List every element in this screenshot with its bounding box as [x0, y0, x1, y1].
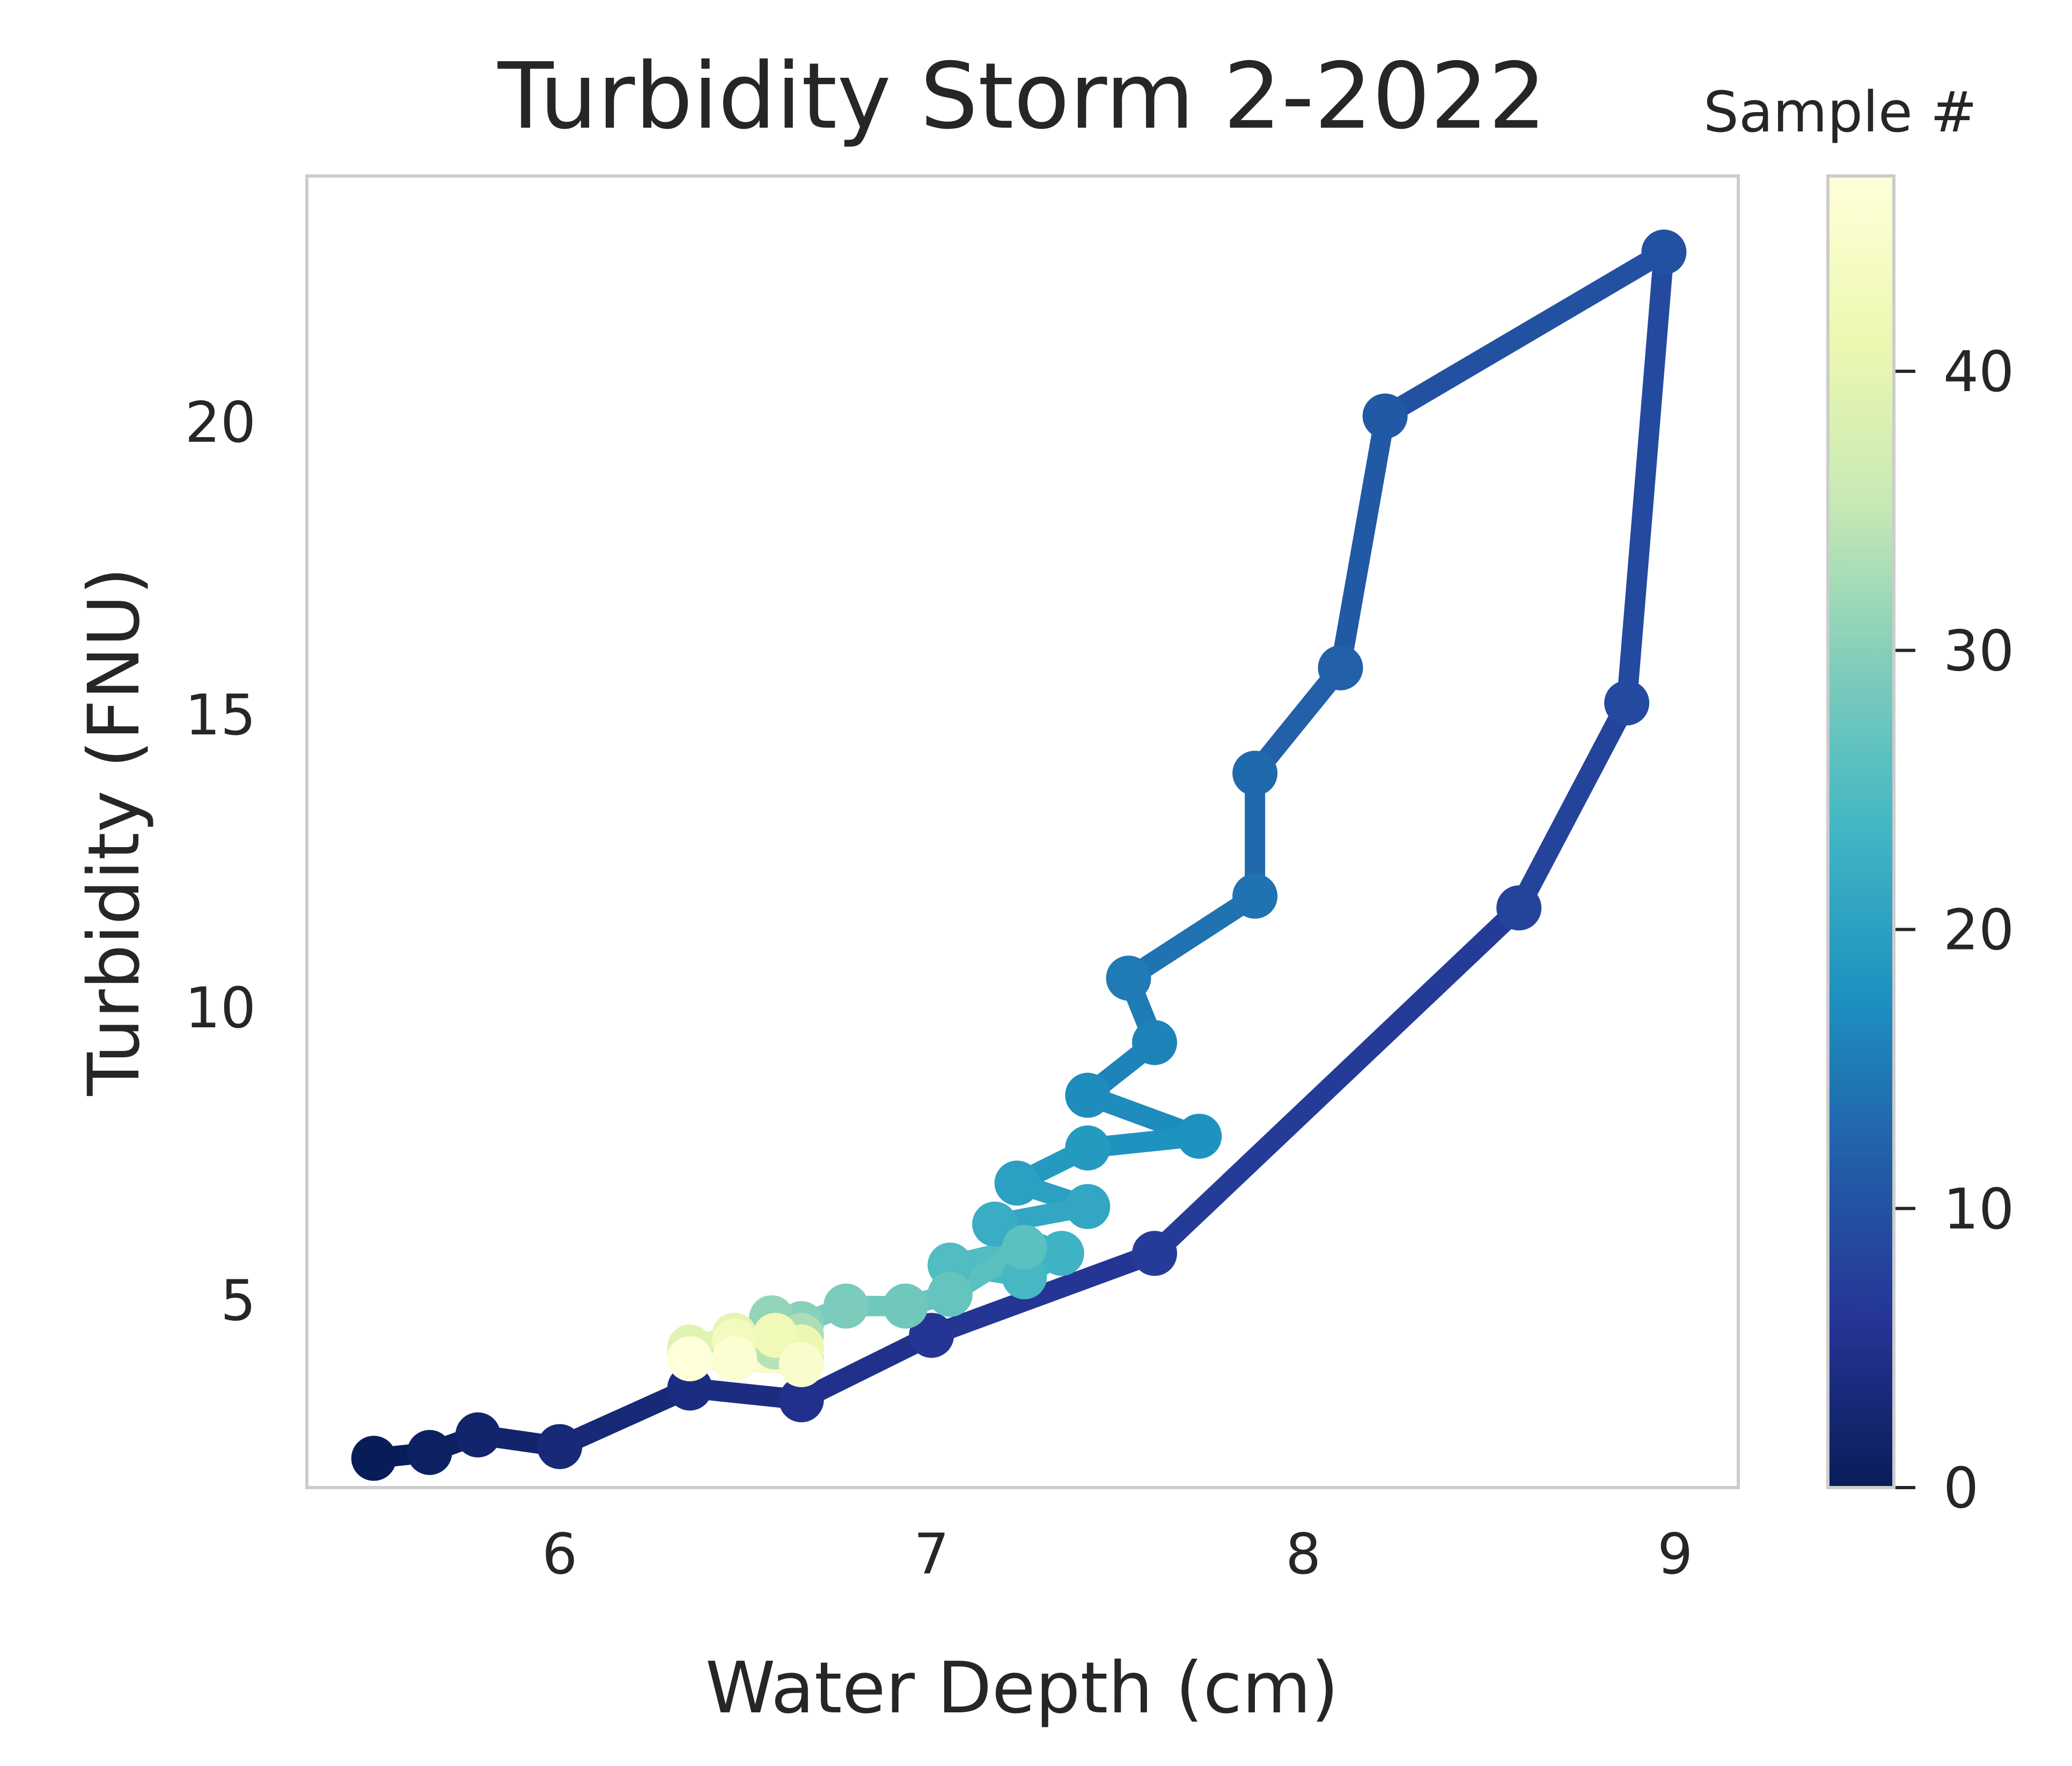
colorbar-tick-label: 20: [1943, 897, 2014, 963]
data-point: [927, 1271, 973, 1317]
colorbar-title: Sample #: [1703, 79, 1977, 145]
y-axis-ticks: 5 10 15 20: [185, 389, 256, 1333]
data-point: [753, 1313, 798, 1358]
data-point: [778, 1342, 824, 1387]
data-point: [1232, 750, 1278, 796]
data-point: [994, 1160, 1040, 1206]
data-point: [667, 1336, 712, 1381]
y-tick-label: 20: [185, 389, 256, 455]
data-point: [1132, 1020, 1178, 1065]
colorbar-tick-label: 10: [1943, 1176, 2014, 1242]
series-line-segment: [1245, 657, 1351, 784]
y-tick-label: 15: [185, 682, 256, 748]
x-axis-label: Water Depth (cm): [706, 1647, 1339, 1730]
series-line-segment: [1144, 897, 1530, 1264]
data-point: [909, 1313, 954, 1358]
chart-title: Turbidity Storm 2-2022: [497, 43, 1547, 150]
series-line-segment: [549, 1378, 700, 1457]
series-line-segment: [1118, 886, 1266, 989]
data-point: [1232, 873, 1278, 919]
data-point: [1496, 885, 1542, 931]
x-tick-label: 9: [1657, 1521, 1693, 1587]
data-point: [1177, 1114, 1222, 1159]
series-line-segment: [921, 1243, 1165, 1346]
colorbar: Sample # 0 10 20 30 40: [1703, 79, 2014, 1521]
y-tick-label: 10: [185, 975, 256, 1041]
data-point: [1132, 1231, 1178, 1276]
y-tick-label: 5: [221, 1268, 256, 1334]
data-point: [1002, 1225, 1047, 1270]
data-point: [1039, 1231, 1084, 1276]
colorbar-tick-label: 30: [1943, 618, 2014, 683]
series-line-segment: [791, 1325, 942, 1410]
data-point: [455, 1412, 501, 1458]
y-axis-label: Turbidity (FNU): [73, 567, 156, 1097]
data-point: [351, 1436, 396, 1481]
data-point: [1318, 645, 1363, 690]
series-line-segment: [1617, 241, 1674, 713]
x-tick-label: 7: [914, 1521, 949, 1587]
data-point: [823, 1283, 869, 1329]
plot-area: [351, 229, 1687, 1481]
data-point: [883, 1283, 928, 1329]
colorbar-gradient: [1826, 174, 1895, 1489]
data-point: [778, 1377, 824, 1423]
series-line-segment: [1509, 693, 1637, 918]
data-point: [1604, 680, 1650, 726]
series-line-segment: [1375, 241, 1674, 426]
data-point: [1065, 1125, 1111, 1171]
data-point: [1641, 229, 1687, 275]
x-tick-label: 6: [542, 1521, 577, 1587]
data-point: [711, 1336, 757, 1381]
colorbar-tick-label: 40: [1943, 339, 2014, 404]
data-point: [537, 1424, 583, 1469]
data-point: [1065, 1184, 1111, 1230]
data-point: [1065, 1072, 1111, 1118]
series-line-segment: [1330, 406, 1395, 678]
x-axis-ticks: 6 7 8 9: [542, 1521, 1693, 1587]
data-point: [1362, 393, 1408, 439]
data-point: [1106, 955, 1151, 1001]
colorbar-ticks: 0 10 20 30 40: [1895, 339, 2014, 1521]
colorbar-tick-label: 0: [1943, 1455, 1979, 1521]
x-tick-label: 8: [1285, 1521, 1321, 1587]
data-point: [407, 1430, 452, 1475]
